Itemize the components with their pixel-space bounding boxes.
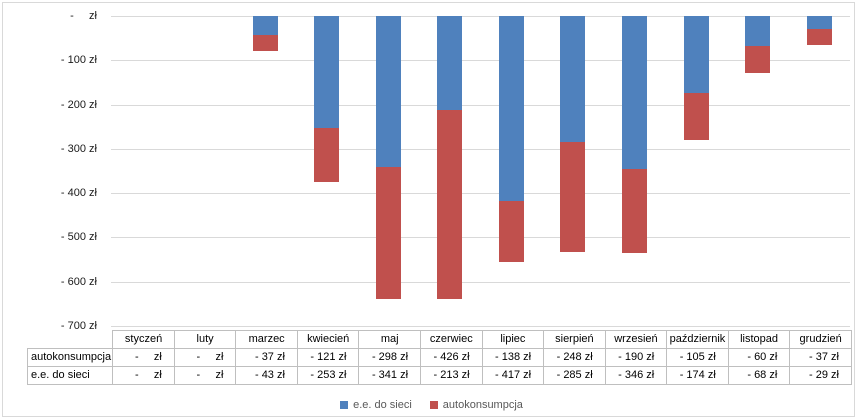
bar-segment-e-e-do-sieci[interactable] [437, 16, 463, 111]
legend-item-autokonsumpcja[interactable]: autokonsumpcja [429, 399, 523, 411]
table-value-cell: - zł [173, 366, 237, 385]
bar-segment-e-e-do-sieci[interactable] [683, 16, 709, 94]
table-header-styczeń: styczeń [112, 330, 175, 349]
y-axis-tick-label: - 200 zł [60, 98, 97, 111]
table-header-maj: maj [358, 330, 422, 349]
table-header-czerwiec: czerwiec [420, 330, 483, 349]
table-value-cell: - 37 zł [789, 348, 852, 367]
legend-swatch-icon [340, 401, 349, 409]
y-axis-tick-label: - zł [70, 10, 97, 22]
table-header-listopad: listopad [727, 330, 791, 349]
gridline [111, 193, 850, 195]
bar-sierpień[interactable] [560, 16, 586, 252]
plot-area [111, 16, 850, 327]
chart-data-table: styczeń luty marzec kwiecień maj czerwiec lipi… [26, 330, 852, 385]
table-value-cell: - 417 zł [481, 366, 545, 385]
table-value-cell: - 426 zł [420, 348, 483, 367]
gridline [111, 16, 850, 17]
gridline [111, 104, 850, 106]
legend-label: e.e. do sieci [353, 399, 412, 411]
chart-frame: - zł - 100 zł - 200 zł - 300 zł - 400 zł - 50… [2, 2, 855, 417]
legend-swatch-icon [429, 401, 438, 409]
bar-segment-autokonsumpcja[interactable] [252, 35, 278, 52]
bar-grudzień[interactable] [806, 16, 832, 46]
bar-segment-e-e-do-sieci[interactable] [314, 16, 339, 128]
y-axis: - zł - 100 zł - 200 zł - 300 zł - 400 zł - 50… [3, 3, 97, 343]
table-value-cell: - 37 zł [235, 348, 298, 367]
table-value-cell: - 29 zł [789, 366, 852, 385]
table-header-sierpień: sierpień [543, 330, 606, 349]
table-value-cell: - zł [173, 348, 237, 367]
table-header-marzec: marzec [235, 330, 298, 349]
table-value-cell: - 121 zł [296, 348, 360, 367]
bar-czerwiec[interactable] [437, 16, 463, 299]
table-value-cell: - 253 zł [296, 366, 360, 385]
bar-segment-autokonsumpcja[interactable] [314, 128, 339, 182]
table-value-cell: - 213 zł [420, 366, 483, 385]
table-header-wrzesień: wrzesień [604, 330, 668, 349]
table-value-cell: - 346 zł [604, 366, 668, 385]
table-value-cell: - 43 zł [235, 366, 298, 385]
bar-segment-autokonsumpcja[interactable] [375, 167, 401, 299]
table-value-cell: - 60 zł [727, 348, 791, 367]
bar-segment-autokonsumpcja[interactable] [560, 142, 586, 252]
y-axis-tick-label: - 300 zł [60, 142, 97, 155]
bar-segment-autokonsumpcja[interactable] [437, 110, 463, 299]
table-corner-cell [28, 331, 113, 349]
legend: e.e. do sieci autokonsumpcja [5, 397, 858, 413]
bar-marzec[interactable] [252, 16, 278, 52]
gridline [111, 148, 850, 150]
table-value-cell: - 285 zł [543, 366, 606, 385]
y-axis-tick-label: - 600 zł [60, 275, 97, 288]
table-header-grudzień: grudzień [789, 330, 852, 349]
bar-segment-e-e-do-sieci[interactable] [806, 16, 832, 29]
table-value-cell: - 105 zł [666, 348, 729, 367]
bar-maj[interactable] [375, 16, 401, 299]
table-value-cell: - 298 zł [358, 348, 422, 367]
bar-segment-e-e-do-sieci[interactable] [498, 16, 524, 201]
table-header-kwiecień: kwiecień [296, 330, 360, 349]
table-value-cell: - 68 zł [727, 366, 791, 385]
bar-październik[interactable] [683, 16, 709, 140]
table-value-cell: - 138 zł [481, 348, 545, 367]
y-axis-tick-label: - 700 zł [60, 320, 97, 332]
gridline [111, 326, 850, 327]
table-row: e.e. do sieci - zł - zł - 43 zł - 253 zł - 34… [26, 366, 852, 385]
bar-segment-e-e-do-sieci[interactable] [252, 16, 278, 35]
table-value-cell: - 248 zł [543, 348, 606, 367]
gridline [111, 237, 850, 239]
legend-item-e-e-do-sieci[interactable]: e.e. do sieci [340, 399, 412, 411]
bar-segment-e-e-do-sieci[interactable] [622, 16, 647, 170]
y-axis-tick-label: - 500 zł [60, 231, 97, 244]
table-row-label: e.e. do sieci [26, 366, 114, 385]
gridline [111, 281, 850, 283]
gridline [111, 60, 850, 62]
table-value-cell: - zł [112, 348, 175, 367]
table-value-cell: - 174 zł [666, 366, 729, 385]
bar-listopad[interactable] [745, 16, 771, 73]
table-value-cell: - 190 zł [604, 348, 668, 367]
bar-lipiec[interactable] [498, 16, 524, 262]
table-row: autokonsumpcja - zł - zł - 37 zł - 121 zł - 2… [26, 348, 852, 367]
table-header-lipiec: lipiec [481, 330, 545, 349]
table-header-październik: październik [666, 330, 729, 349]
bar-segment-e-e-do-sieci[interactable] [560, 16, 586, 143]
table-value-cell: - 341 zł [358, 366, 422, 385]
bar-segment-autokonsumpcja[interactable] [622, 169, 647, 254]
y-axis-tick-label: - 400 zł [60, 187, 97, 200]
table-value-cell: - zł [112, 366, 175, 385]
bar-wrzesień[interactable] [622, 16, 647, 254]
bar-segment-autokonsumpcja[interactable] [806, 28, 832, 46]
bar-segment-autokonsumpcja[interactable] [683, 93, 709, 140]
y-axis-tick-label: - 100 zł [60, 54, 97, 67]
bar-segment-autokonsumpcja[interactable] [745, 46, 771, 73]
bar-segment-e-e-do-sieci[interactable] [375, 16, 401, 167]
bar-kwiecień[interactable] [314, 16, 339, 182]
legend-label: autokonsumpcja [442, 399, 523, 411]
bar-segment-autokonsumpcja[interactable] [498, 200, 524, 262]
table-row-label: autokonsumpcja [26, 348, 114, 367]
table-header-luty: luty [173, 330, 237, 349]
bar-segment-e-e-do-sieci[interactable] [745, 16, 771, 47]
